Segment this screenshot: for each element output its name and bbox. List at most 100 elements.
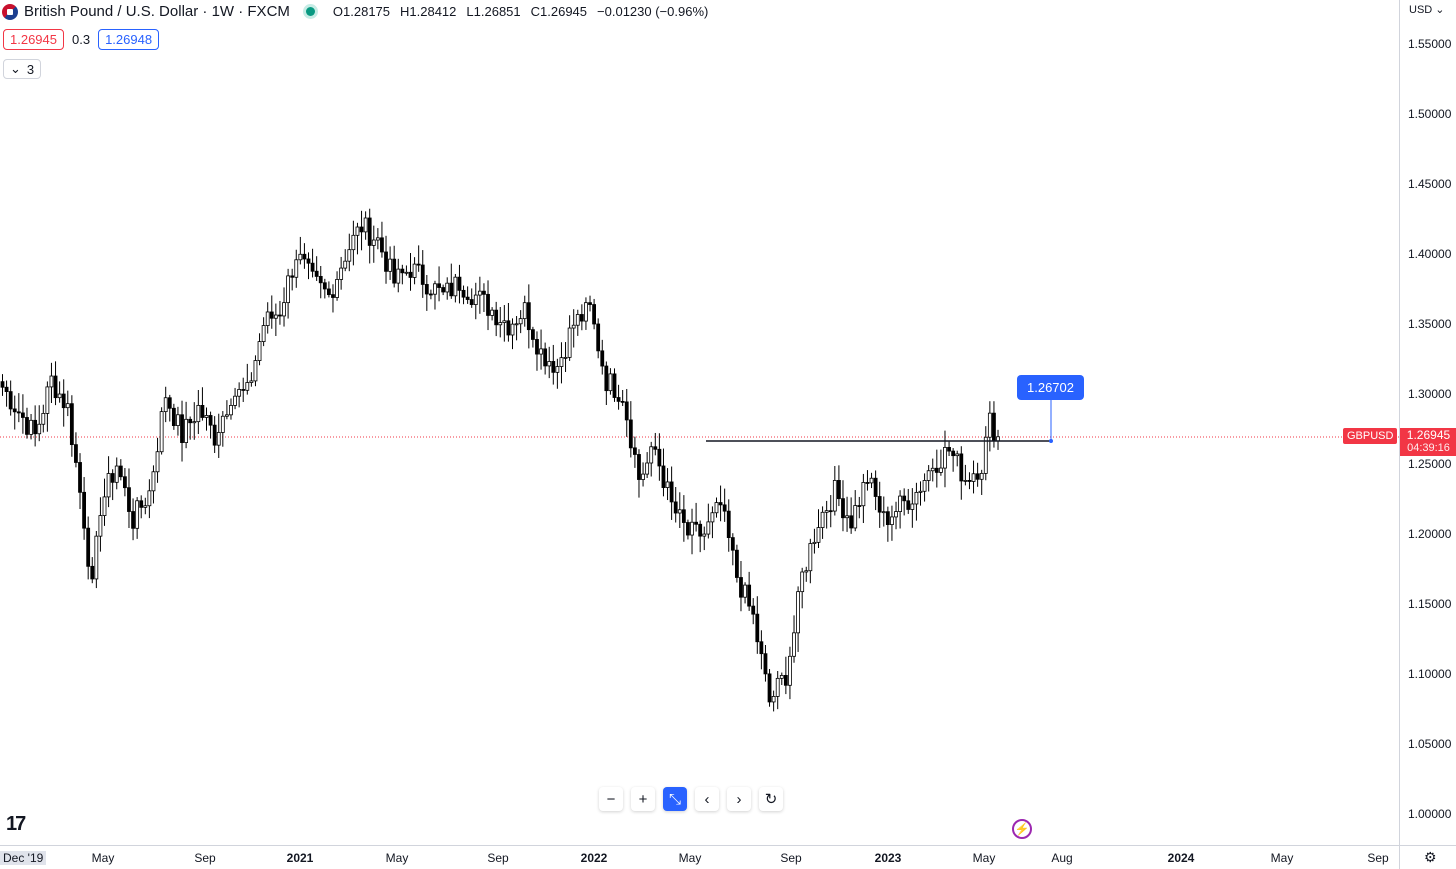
- gear-icon[interactable]: ⚙: [1424, 849, 1437, 865]
- candle-body: [837, 480, 841, 500]
- candle-body: [579, 314, 584, 322]
- candle-body: [792, 632, 796, 657]
- time-tick: Sep: [487, 851, 509, 865]
- level-end-handle[interactable]: [1049, 439, 1053, 443]
- candle: [200, 387, 205, 421]
- candle: [0, 374, 5, 396]
- candle: [649, 441, 654, 477]
- candle: [380, 221, 384, 258]
- candle: [20, 394, 25, 434]
- candle: [902, 488, 907, 516]
- candle: [196, 389, 201, 435]
- candle-body: [775, 677, 780, 697]
- candle: [388, 246, 393, 280]
- scroll-right-icon: ›: [736, 790, 742, 808]
- candle: [726, 499, 731, 552]
- candle-body: [849, 515, 854, 529]
- candle: [514, 316, 519, 341]
- refresh-button[interactable]: ↻: [759, 787, 783, 811]
- reset-scale-button[interactable]: ⤡: [663, 787, 687, 811]
- candle-body: [326, 288, 331, 296]
- candle: [535, 331, 539, 371]
- candle: [4, 380, 9, 407]
- candle-body: [457, 276, 462, 291]
- scroll-right-button[interactable]: ›: [727, 787, 751, 811]
- buy-button[interactable]: 1.26948: [98, 29, 160, 50]
- candle: [339, 256, 344, 290]
- candle-body: [955, 453, 960, 457]
- candle-body: [971, 473, 976, 482]
- price-tick: 1.05000: [1408, 737, 1452, 751]
- currency-selector[interactable]: USD ⌄: [1409, 4, 1445, 16]
- candle-body: [486, 293, 490, 316]
- candle-body: [600, 350, 605, 367]
- candle-body: [331, 294, 335, 298]
- candle-body: [114, 465, 119, 483]
- candle: [543, 342, 548, 375]
- candle-body: [914, 491, 919, 505]
- candle: [155, 437, 160, 483]
- candle-body: [596, 323, 601, 352]
- candle: [269, 295, 274, 329]
- symbol-legend[interactable]: British Pound / U.S. Dollar · 1W · FXCM …: [2, 3, 718, 20]
- candle-body: [922, 480, 927, 492]
- candle-body: [220, 415, 225, 433]
- axis-corner[interactable]: ⚙: [1399, 845, 1456, 869]
- zoom-out-button[interactable]: −: [599, 787, 623, 811]
- candle-body: [355, 226, 360, 236]
- candle: [947, 441, 951, 456]
- candle: [641, 462, 645, 487]
- candle: [78, 453, 82, 509]
- candle: [482, 283, 486, 312]
- candle: [57, 381, 62, 403]
- candle-body: [61, 393, 66, 409]
- candle-body: [824, 510, 829, 513]
- candle-body: [771, 696, 776, 703]
- candle-body: [359, 226, 364, 233]
- candle: [167, 394, 172, 422]
- time-axis[interactable]: Dec '19 May Sep 2021 May Sep 2022 May Sep 2023 Ma…: [0, 845, 1399, 869]
- candle-body: [698, 523, 703, 537]
- candle-body: [967, 479, 972, 482]
- candle-body: [559, 357, 564, 367]
- candle-body: [926, 470, 931, 481]
- candle-body: [531, 329, 535, 340]
- candle-body: [857, 505, 862, 507]
- tradingview-logo[interactable]: 17: [6, 813, 26, 835]
- zoom-in-button[interactable]: +: [631, 787, 655, 811]
- lightning-icon[interactable]: ⚡: [1012, 819, 1032, 839]
- indicators-toggle-button[interactable]: ⌄ 3: [3, 59, 42, 79]
- bar-countdown: 04:39:16: [1407, 442, 1450, 454]
- candle-body: [106, 473, 111, 498]
- candle-body: [143, 505, 148, 508]
- candle-body: [339, 267, 344, 280]
- candle-body: [832, 480, 837, 512]
- candle-body: [302, 253, 307, 260]
- candle: [771, 690, 776, 712]
- candle-body: [278, 314, 282, 317]
- candlestick-chart[interactable]: [0, 0, 1399, 845]
- reset-scale-icon: ⤡: [668, 790, 681, 808]
- time-tick: May: [91, 851, 115, 865]
- sell-button[interactable]: 1.26945: [3, 29, 64, 50]
- candle: [755, 596, 760, 654]
- symbol-title[interactable]: British Pound / U.S. Dollar · 1W · FXCM: [24, 3, 290, 20]
- candle: [237, 382, 242, 408]
- candle: [828, 495, 833, 528]
- candle-body: [396, 268, 401, 284]
- candle-body: [869, 477, 874, 484]
- price-axis[interactable]: USD ⌄ 1.55000 1.50000 1.45000 1.40000 1.3500…: [1399, 0, 1456, 845]
- scroll-left-button[interactable]: ‹: [695, 787, 719, 811]
- candle: [869, 472, 874, 489]
- candle: [233, 387, 237, 410]
- candle-body: [8, 391, 13, 410]
- level-callout[interactable]: 1.26702: [1017, 375, 1084, 400]
- zoom-out-icon: −: [606, 790, 616, 808]
- candle: [800, 567, 805, 609]
- candle: [730, 533, 735, 566]
- candle-body: [951, 450, 956, 457]
- candle-body: [726, 510, 731, 538]
- candle: [163, 386, 168, 423]
- candle: [600, 339, 605, 375]
- candle: [326, 281, 331, 298]
